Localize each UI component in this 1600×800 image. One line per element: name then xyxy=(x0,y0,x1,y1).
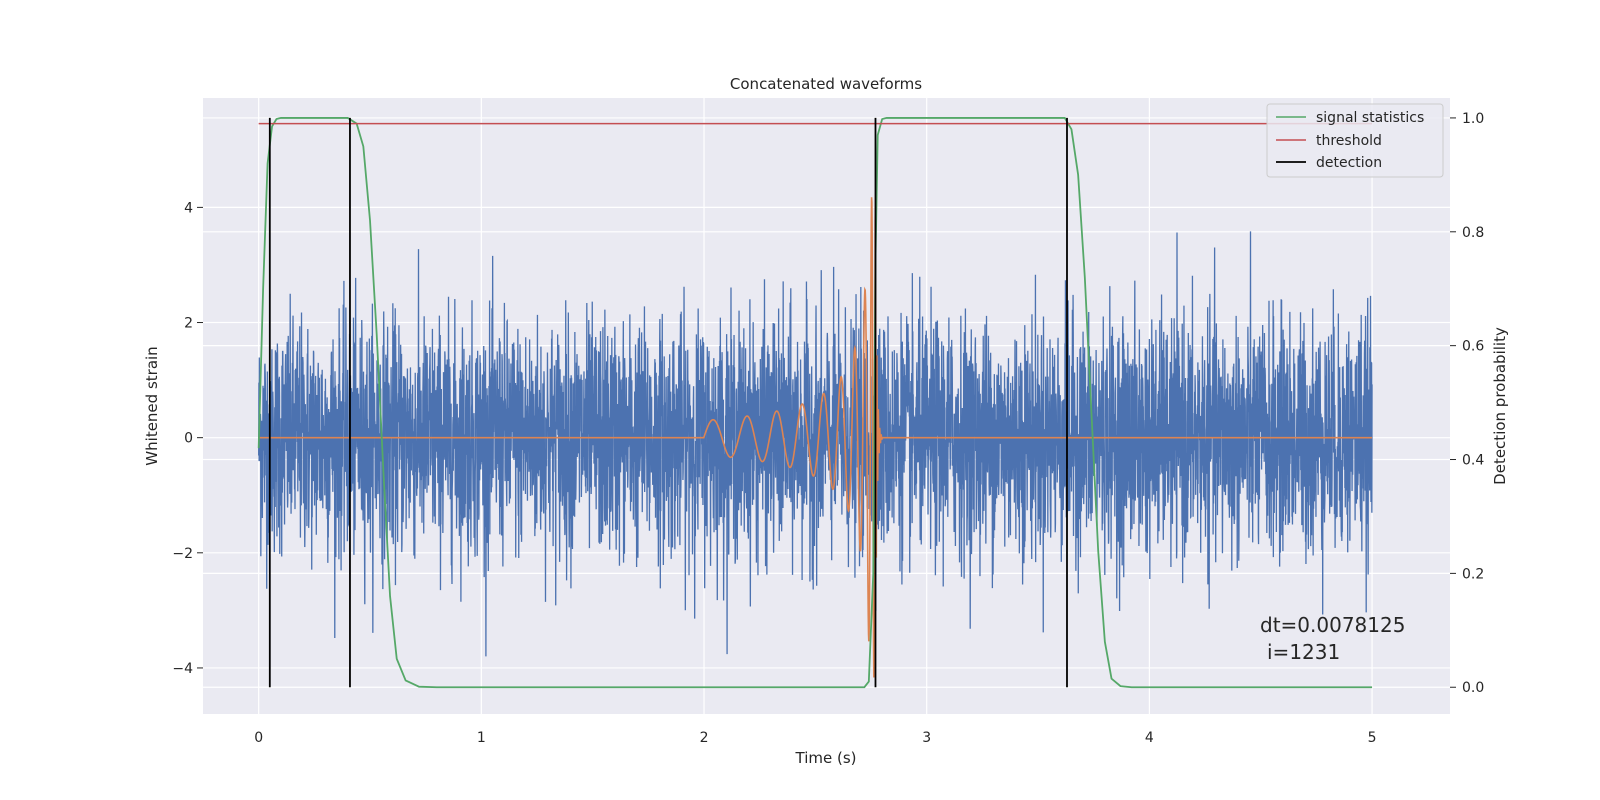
x-ticks: 0 1 2 3 4 5 xyxy=(254,730,1376,746)
legend-label-detection: detection xyxy=(1316,155,1382,171)
x-tick-label: 4 xyxy=(1145,730,1154,746)
chirp-layer xyxy=(258,197,1373,678)
x-tick-label: 5 xyxy=(1368,730,1377,746)
y-tick-label: 2 xyxy=(184,316,193,332)
y-tick-label: −4 xyxy=(172,661,193,677)
legend-box xyxy=(1266,103,1444,178)
legend-label-signal: signal statistics xyxy=(1316,110,1424,126)
y2-ticks: 0.0 0.2 0.4 0.6 0.8 1.0 xyxy=(1450,111,1484,696)
annotation-dt: dt=0.0078125 xyxy=(1260,613,1405,637)
x-axis-label: Time (s) xyxy=(795,749,857,767)
x-tick-label: 0 xyxy=(254,730,263,746)
y-ticks: −4 −2 0 2 4 xyxy=(172,200,203,677)
y2-tick-label: 0.0 xyxy=(1462,680,1484,696)
y2-axis-label: Detection probability xyxy=(1491,327,1509,485)
stats-layer xyxy=(257,117,1373,689)
signal-statistics-line xyxy=(257,117,1373,689)
y-tick-label: 4 xyxy=(184,200,193,216)
y-tick-label: −2 xyxy=(172,546,193,562)
y-tick-label: 0 xyxy=(184,431,193,447)
strain-layer xyxy=(258,231,1373,657)
annotation-i: i=1231 xyxy=(1267,640,1340,664)
y2-tick-label: 1.0 xyxy=(1462,111,1484,127)
chirp-series-line xyxy=(258,197,1373,678)
annotation: dt=0.0078125 i=1231 xyxy=(1260,613,1405,664)
chart-title: Concatenated waveforms xyxy=(730,75,922,93)
y-axis-label: Whitened strain xyxy=(143,346,161,465)
x-tick-label: 3 xyxy=(922,730,931,746)
y2-tick-label: 0.2 xyxy=(1462,566,1484,582)
strain-series-line xyxy=(258,231,1373,657)
y2-tick-label: 0.6 xyxy=(1462,339,1484,355)
y2-tick-label: 0.8 xyxy=(1462,225,1484,241)
x-tick-label: 2 xyxy=(700,730,709,746)
x-tick-label: 1 xyxy=(477,730,486,746)
legend: signal statistics threshold detection xyxy=(1266,103,1444,178)
legend-label-threshold: threshold xyxy=(1316,133,1382,149)
y2-tick-label: 0.4 xyxy=(1462,453,1484,469)
